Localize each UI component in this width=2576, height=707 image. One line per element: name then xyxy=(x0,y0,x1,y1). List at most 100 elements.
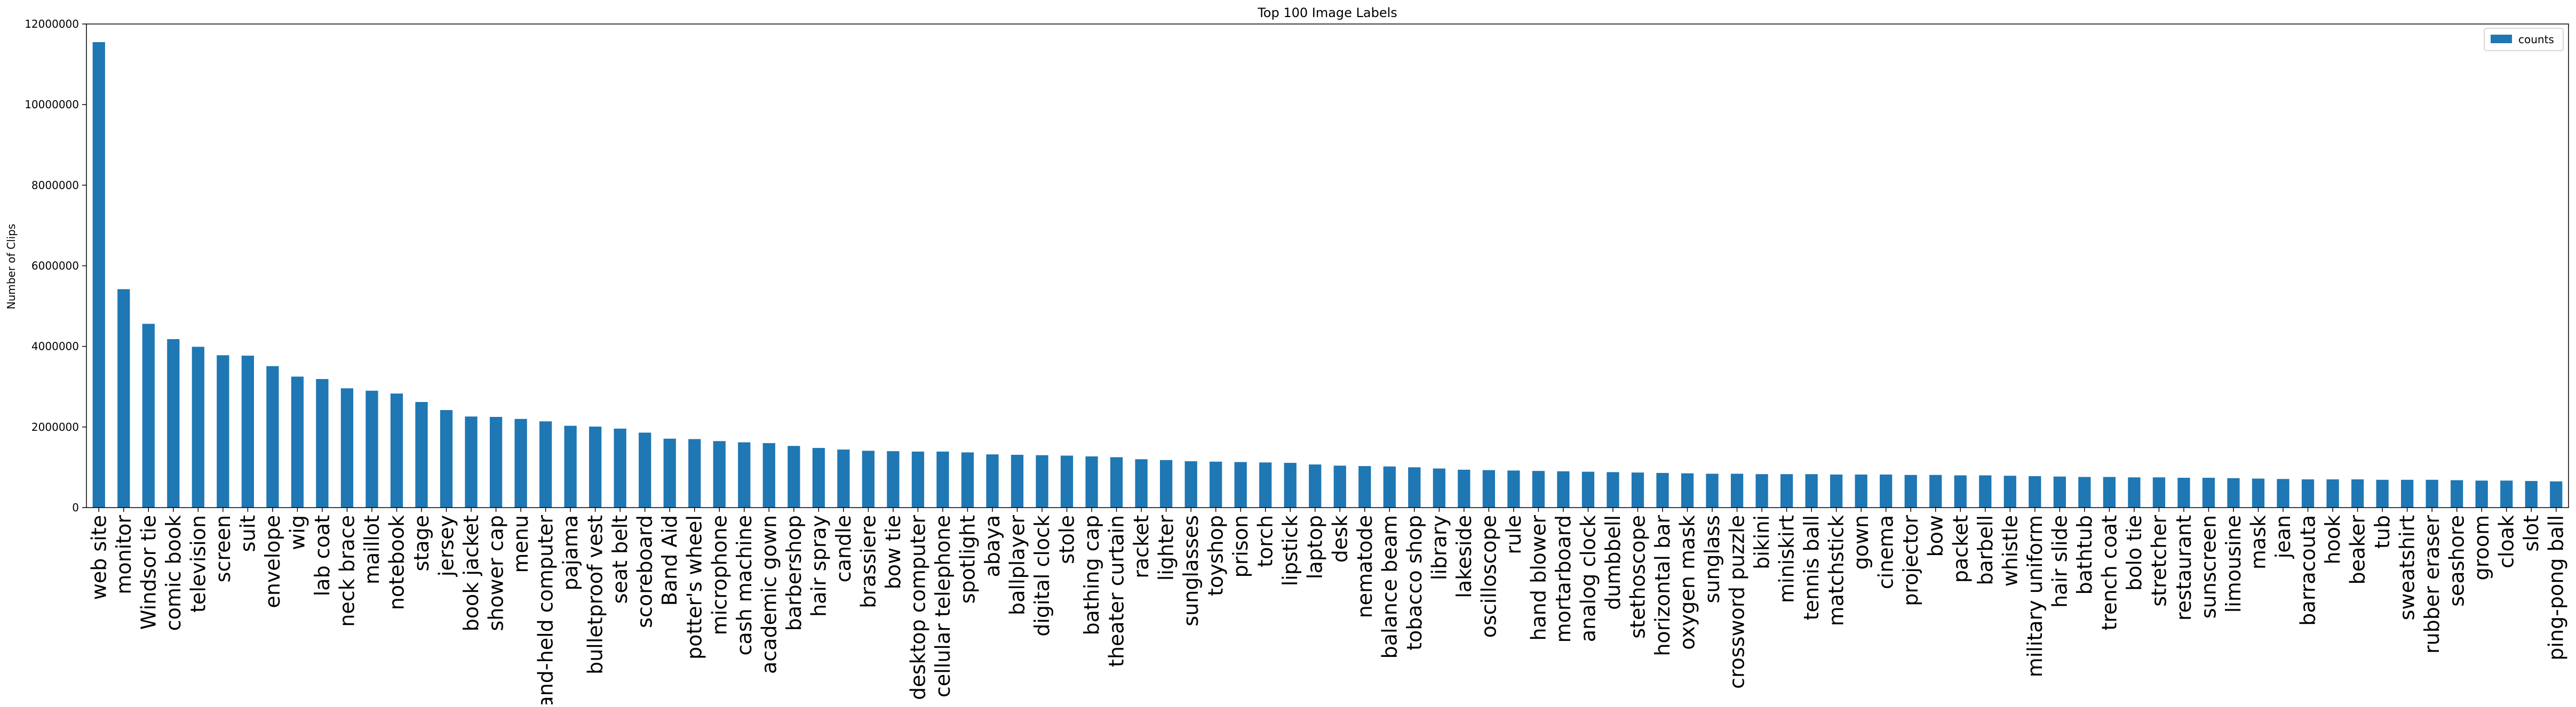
bar xyxy=(1681,473,1694,508)
chart-title: Top 100 Image Labels xyxy=(1257,5,1397,20)
plot-frame xyxy=(86,23,2569,508)
legend-label: counts xyxy=(2518,33,2554,46)
x-tick-label: monitor xyxy=(112,515,136,594)
x-tick-label: ping-pong ball xyxy=(2545,515,2568,661)
bar xyxy=(1110,457,1123,508)
x-tick-label: seashore xyxy=(2445,515,2469,607)
bar xyxy=(936,451,949,508)
y-tick-label: 2000000 xyxy=(31,421,79,433)
bar xyxy=(1607,472,1619,508)
x-tick-label: tub xyxy=(2371,515,2394,549)
bar xyxy=(390,393,403,508)
x-tick-label: rule xyxy=(1502,515,1525,555)
bar xyxy=(1954,475,1967,508)
x-tick-label: pajama xyxy=(559,515,582,591)
x-tick-label: slot xyxy=(2519,515,2543,552)
y-tick-label: 10000000 xyxy=(25,98,79,111)
x-tick-label: mortarboard xyxy=(1552,515,1575,642)
bar xyxy=(2326,479,2339,508)
bar xyxy=(1284,463,1297,508)
x-tick-label: seat belt xyxy=(608,515,632,604)
bar xyxy=(762,443,775,508)
bar xyxy=(539,421,552,508)
x-tick-label: jersey xyxy=(435,515,458,577)
x-tick-label: trench coat xyxy=(2097,515,2121,631)
bar xyxy=(2202,478,2215,508)
bar xyxy=(1259,462,1272,508)
bar xyxy=(2400,479,2414,508)
x-tick-label: shower cap xyxy=(484,515,508,631)
bar xyxy=(1557,471,1570,508)
y-axis-label: Number of Clips xyxy=(5,224,18,310)
x-tick-label: dumbbell xyxy=(1601,515,1625,610)
y-tick-label: 0 xyxy=(72,501,79,514)
y-tick-label: 8000000 xyxy=(31,179,79,191)
x-tick-label: packet xyxy=(1949,515,1972,583)
x-tick-label: sunglass xyxy=(1700,515,1724,604)
bar xyxy=(1656,473,1669,508)
x-tick-label: notebook xyxy=(385,515,409,610)
x-tick-label: abaya xyxy=(981,515,1004,577)
x-tick-label: analog clock xyxy=(1576,515,1600,642)
x-tick-label: hair spray xyxy=(807,515,830,617)
x-tick-label: torch xyxy=(1254,515,1277,567)
legend-box xyxy=(2484,28,2564,51)
x-tick-label: desktop computer xyxy=(906,515,929,700)
x-tick-label: balance beam xyxy=(1378,515,1401,659)
bar xyxy=(1085,456,1098,508)
bar xyxy=(1482,470,1496,508)
x-tick-label: cloak xyxy=(2495,515,2518,568)
bar xyxy=(192,347,204,508)
x-tick-label: bolo tie xyxy=(2122,515,2146,591)
bar xyxy=(812,448,825,508)
x-ticks-group: web site monitor Windsor tie comic book tele… xyxy=(87,508,2568,707)
bar xyxy=(887,451,900,508)
x-tick-label: matchstick xyxy=(1825,515,1848,626)
x-tick-label: limousine xyxy=(2222,515,2245,613)
x-tick-label: comic book xyxy=(162,515,185,631)
x-tick-label: bathtub xyxy=(2073,515,2096,595)
bar xyxy=(688,439,701,508)
x-tick-label: desk xyxy=(1328,515,1351,563)
y-tick-label: 6000000 xyxy=(31,260,79,272)
bar xyxy=(2227,478,2240,508)
x-tick-label: stage xyxy=(410,515,433,571)
x-tick-label: sunscreen xyxy=(2197,515,2220,618)
bar xyxy=(415,401,428,508)
legend-swatch xyxy=(2491,35,2512,43)
x-tick-label: spotlight xyxy=(956,515,979,604)
x-tick-label: cinema xyxy=(1874,515,1898,589)
x-tick-label: groom xyxy=(2470,515,2493,580)
x-tick-label: tennis ball xyxy=(1800,515,1823,620)
x-tick-label: hook xyxy=(2321,515,2344,565)
x-tick-label: barbershop xyxy=(782,515,806,631)
x-tick-label: web site xyxy=(87,515,110,600)
x-tick-label: lakeside xyxy=(1452,515,1476,598)
bar xyxy=(465,416,478,508)
x-tick-label: candle xyxy=(832,515,855,582)
bar xyxy=(291,376,304,508)
bar xyxy=(1904,475,1917,508)
x-tick-label: wig xyxy=(285,515,309,550)
legend: counts xyxy=(2484,28,2564,51)
bar xyxy=(2128,477,2141,508)
bar xyxy=(1011,454,1024,508)
bar xyxy=(1234,462,1247,508)
bar xyxy=(92,42,105,508)
bar xyxy=(1333,465,1346,508)
x-tick-label: toyshop xyxy=(1204,515,1228,596)
bar xyxy=(2301,479,2315,508)
x-tick-label: microphone xyxy=(707,515,731,635)
bar xyxy=(2103,477,2116,508)
bar xyxy=(1929,475,1942,508)
x-tick-label: bikini xyxy=(1750,515,1774,569)
bar xyxy=(1458,469,1470,508)
x-tick-label: racket xyxy=(1130,515,1153,579)
bar xyxy=(738,442,751,508)
bar xyxy=(2475,480,2488,508)
x-tick-label: envelope xyxy=(261,515,284,608)
bar xyxy=(911,451,925,508)
x-tick-label: hand blower xyxy=(1526,515,1550,641)
